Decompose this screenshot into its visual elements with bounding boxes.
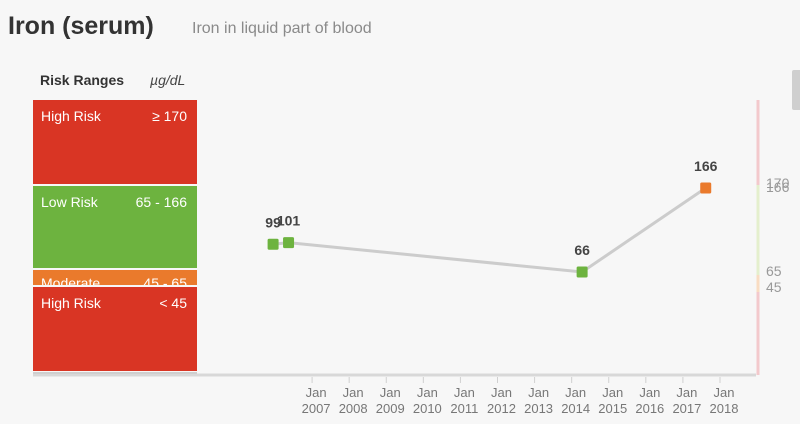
x-axis-tick-label: Jan 2015 [598, 385, 627, 416]
data-point-label: 66 [574, 242, 590, 258]
risk-band-high-upper: High Risk ≥ 170 [33, 100, 197, 184]
risk-band-range: ≥ 170 [152, 108, 187, 124]
trend-line [272, 186, 707, 274]
risk-band-label: Low Risk [41, 194, 98, 210]
x-axis-tick-label: Jan 2009 [376, 385, 405, 416]
risk-band-moderate: Moderate 45 - 65 [33, 270, 197, 285]
reference-value-label: 45 [766, 279, 782, 295]
risk-band-high-lower: High Risk < 45 [33, 287, 197, 371]
risk-band-low: Low Risk 65 - 166 [33, 186, 197, 268]
x-axis-tick-label: Jan 2018 [710, 385, 739, 416]
scrollbar-handle[interactable] [792, 70, 800, 110]
reference-value-label: 170 [766, 175, 790, 191]
data-point-label: 99 [265, 214, 281, 230]
x-axis-tick-label: Jan 2012 [487, 385, 516, 416]
x-axis-tick-label: Jan 2011 [450, 385, 478, 416]
x-axis-tick-label: Jan 2014 [561, 385, 590, 416]
data-point-marker[interactable] [267, 238, 279, 250]
x-axis-tick-label: Jan 2010 [413, 385, 442, 416]
x-axis-tick-label: Jan 2017 [672, 385, 701, 416]
risk-band-range: 65 - 166 [135, 194, 187, 210]
data-point-marker[interactable] [283, 237, 295, 249]
risk-ranges-unit: µg/dL [150, 72, 186, 88]
risk-ranges-heading: Risk Ranges [40, 72, 125, 88]
risk-band-range: < 45 [159, 295, 187, 311]
risk-band-label: High Risk [41, 108, 101, 124]
reference-value-label: 65 [766, 263, 782, 279]
data-point-marker[interactable] [576, 266, 588, 278]
risk-band-label: Moderate [41, 275, 101, 285]
page-title: Iron (serum) [8, 12, 154, 40]
risk-band-label: High Risk [41, 295, 101, 311]
page-subtitle: Iron in liquid part of blood [192, 20, 372, 37]
x-axis-tick-label: Jan 2008 [339, 385, 368, 416]
x-axis-tick-label: Jan 2013 [524, 385, 553, 416]
x-axis-tick-label: Jan 2007 [302, 385, 331, 416]
x-axis-tick-label: Jan 2016 [635, 385, 664, 416]
data-point-label: 101 [277, 213, 301, 229]
data-point-label: 166 [694, 158, 718, 174]
reference-value-label: 166 [766, 179, 790, 195]
data-point-marker[interactable] [700, 182, 712, 194]
risk-band-range: 45 - 65 [143, 275, 187, 285]
